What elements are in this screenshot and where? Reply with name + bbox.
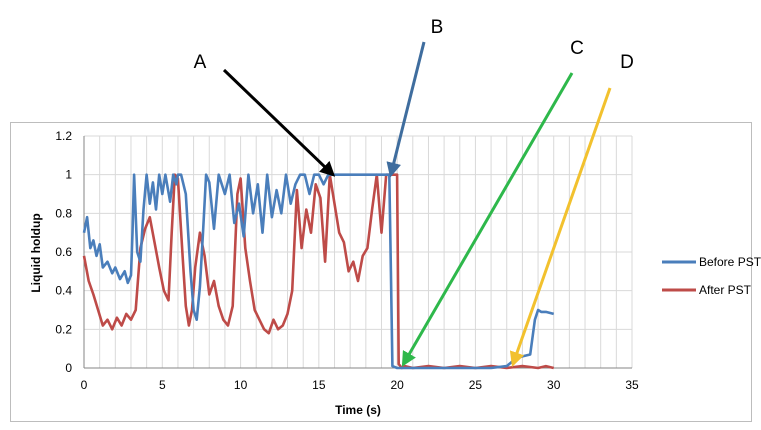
x-tick-label: 0 [81,378,88,392]
annotations: A B C D [194,17,634,367]
x-tick-label: 35 [625,378,639,392]
annotation-label-d: D [620,52,634,73]
y-tick-label: 1 [65,168,72,182]
y-tick-label: 0.8 [55,206,72,220]
legend-label: Before PST [699,255,761,269]
x-tick-label: 10 [234,378,248,392]
chart-area-border [10,122,752,422]
legend: Before PST After PST [662,255,761,297]
annotation-arrow-b [386,41,426,178]
annotation-label-a: A [194,52,207,73]
x-tick-label: 25 [469,378,483,392]
x-tick-label: 30 [547,378,561,392]
x-tick-label: 20 [390,378,404,392]
annotation-label-c: C [570,38,584,59]
annotation-arrow-d [509,87,612,367]
gridlines [84,135,633,368]
series-line-before-pst [82,173,555,370]
y-tick-label: 0.2 [55,322,72,336]
y-tick-label: 0.4 [55,284,72,298]
annotation-arrow-a [222,68,336,177]
legend-label: After PST [699,283,752,297]
annotation-label-b: B [431,17,444,38]
x-axis-title: Time (s) [335,403,381,417]
x-tick-label: 5 [159,378,166,392]
y-tick-label: 1.2 [55,129,72,143]
y-tick-label: 0 [65,361,72,375]
y-axis-title: Liquid holdup [29,213,43,292]
y-tick-label: 0.6 [55,245,72,259]
tick-labels: 0 5 10 15 20 25 30 35 0 0.2 0.4 0.6 0.8 1 1.2 [55,129,639,392]
annotation-arrow-c [401,72,574,367]
x-tick-label: 15 [312,378,326,392]
